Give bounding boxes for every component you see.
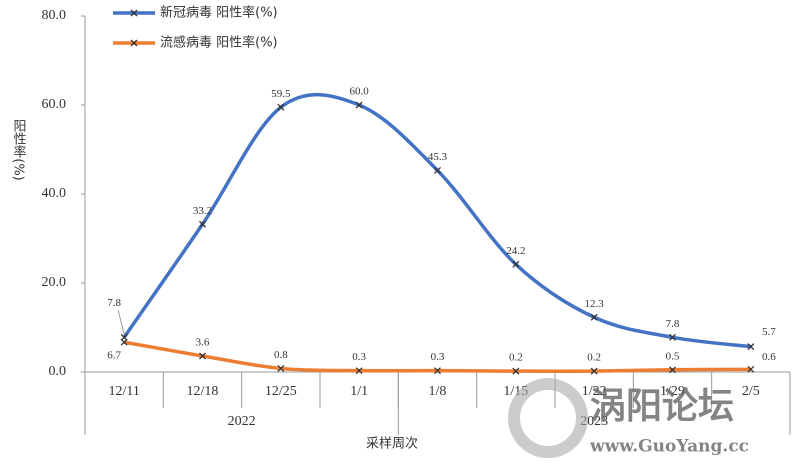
x-tick-label: 12/18 bbox=[187, 384, 219, 399]
value-label: 5.7 bbox=[762, 326, 776, 338]
point-marker bbox=[277, 103, 285, 111]
group-label: 2022 bbox=[228, 414, 256, 429]
value-label: 7.8 bbox=[107, 297, 121, 309]
point-marker bbox=[512, 367, 520, 375]
x-tick-label: 12/11 bbox=[108, 384, 139, 399]
value-label: 45.3 bbox=[428, 151, 448, 163]
y-tick-label: 80.0 bbox=[42, 8, 67, 23]
point-marker bbox=[199, 352, 206, 360]
value-label: 6.7 bbox=[107, 350, 121, 362]
point-marker bbox=[277, 364, 285, 372]
point-marker bbox=[355, 101, 363, 109]
x-tick-label: 1/8 bbox=[429, 384, 447, 399]
point-marker bbox=[355, 367, 363, 375]
value-label: 0.5 bbox=[666, 350, 680, 362]
y-tick-label: 0.0 bbox=[49, 364, 67, 379]
value-label: 33.2 bbox=[193, 205, 212, 217]
x-tick-label: 2/5 bbox=[742, 384, 760, 399]
leader-line bbox=[117, 310, 125, 335]
value-label: 0.3 bbox=[431, 351, 445, 363]
point-marker bbox=[747, 365, 755, 373]
y-tick-label: 20.0 bbox=[42, 275, 67, 290]
point-marker bbox=[434, 367, 441, 375]
point-marker bbox=[669, 333, 676, 341]
point-marker bbox=[590, 313, 598, 321]
point-marker bbox=[747, 343, 755, 351]
value-label: 59.5 bbox=[271, 88, 291, 100]
point-marker bbox=[590, 367, 598, 375]
value-label: 60.0 bbox=[350, 86, 370, 98]
value-label: 3.6 bbox=[196, 337, 210, 349]
x-tick-label: 1/29 bbox=[660, 384, 685, 399]
x-axis-title: 采样周次 bbox=[366, 436, 418, 452]
value-label: 0.3 bbox=[352, 351, 366, 363]
value-label: 0.8 bbox=[274, 349, 288, 361]
x-tick-label: 12/25 bbox=[265, 384, 297, 399]
legend-label: 流感病毒 阳性率(%) bbox=[160, 35, 278, 51]
legend-marker bbox=[130, 39, 138, 47]
y-axis-title: 阳性率(%) bbox=[11, 119, 27, 181]
point-marker bbox=[434, 166, 441, 174]
x-tick-label: 1/1 bbox=[350, 384, 368, 399]
x-tick-label: 1/22 bbox=[582, 384, 607, 399]
watermark-title: 涡阳论坛 bbox=[590, 386, 734, 427]
watermark-logo bbox=[508, 378, 588, 458]
y-tick-label: 40.0 bbox=[42, 186, 67, 201]
value-label: 0.2 bbox=[509, 352, 523, 364]
point-marker bbox=[199, 220, 206, 228]
point-marker bbox=[512, 260, 520, 268]
legend-label: 新冠病毒 阳性率(%) bbox=[160, 5, 278, 21]
y-tick-label: 60.0 bbox=[42, 97, 67, 112]
point-marker bbox=[669, 366, 676, 374]
value-label: 0.2 bbox=[587, 352, 601, 364]
value-label: 12.3 bbox=[585, 298, 605, 310]
series-line bbox=[122, 92, 752, 349]
legend-marker bbox=[130, 9, 138, 17]
watermark-url: www.GuoYang.cc bbox=[589, 437, 749, 457]
value-label: 24.2 bbox=[506, 245, 525, 257]
value-label: 0.6 bbox=[762, 351, 776, 363]
value-label: 7.8 bbox=[666, 318, 680, 330]
point-marker bbox=[120, 338, 128, 346]
